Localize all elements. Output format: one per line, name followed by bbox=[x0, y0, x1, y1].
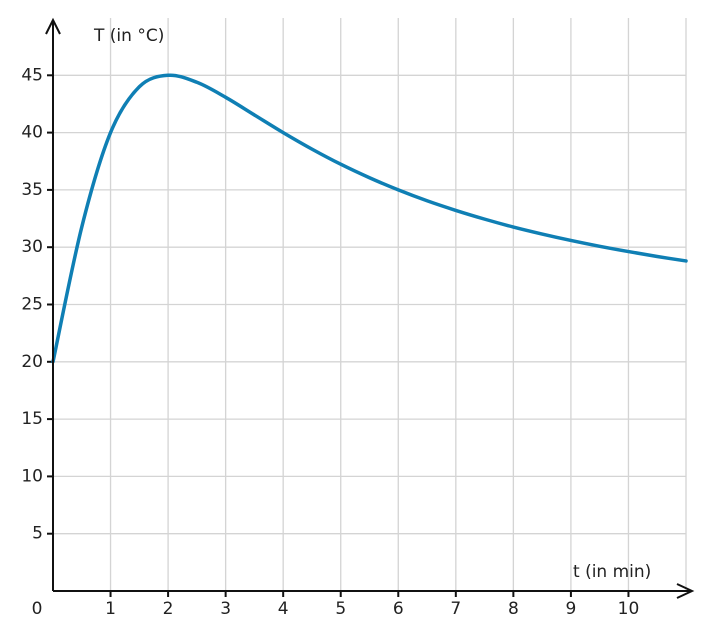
x-tick-label: 2 bbox=[163, 599, 174, 619]
y-tick-label: 5 bbox=[32, 524, 43, 544]
y-axis-label: T (in °C) bbox=[93, 26, 164, 46]
y-axis bbox=[45, 17, 61, 591]
y-tick-label: 30 bbox=[21, 237, 43, 257]
x-tick-label: 0 bbox=[32, 599, 43, 619]
x-tick-label: 5 bbox=[335, 599, 346, 619]
x-tick-label: 6 bbox=[393, 599, 404, 619]
y-tick-label: 25 bbox=[21, 295, 43, 315]
grid bbox=[47, 18, 686, 597]
y-tick-label: 35 bbox=[21, 180, 43, 200]
y-tick-label: 20 bbox=[21, 352, 43, 372]
x-tick-label: 9 bbox=[565, 599, 576, 619]
x-tick-label: 4 bbox=[278, 599, 289, 619]
y-tick-label: 40 bbox=[21, 123, 43, 143]
y-tick-label: 10 bbox=[21, 466, 43, 486]
line-series bbox=[51, 73, 688, 364]
x-tick-label: 1 bbox=[105, 599, 116, 619]
x-axis-label: t (in min) bbox=[573, 562, 651, 582]
y-tick-label: 45 bbox=[21, 65, 43, 85]
x-tick-label: 8 bbox=[508, 599, 519, 619]
x-axis bbox=[53, 583, 695, 599]
x-tick-label: 10 bbox=[618, 599, 640, 619]
x-tick-label: 3 bbox=[220, 599, 231, 619]
plot bbox=[51, 73, 688, 364]
y-tick-label: 15 bbox=[21, 409, 43, 429]
x-tick-label: 7 bbox=[450, 599, 461, 619]
